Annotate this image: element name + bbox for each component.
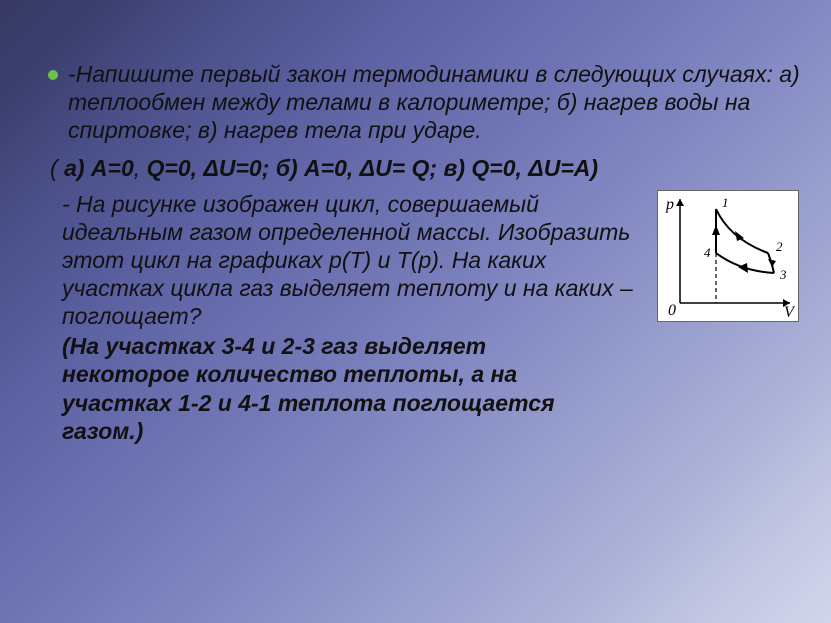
y-axis-label: p xyxy=(665,196,674,213)
arrow-4-1-icon xyxy=(712,225,720,235)
question-1: -Напишите первый закон термодинамики в с… xyxy=(68,60,801,144)
answer-1-sep: , xyxy=(134,155,147,181)
bullet-item-1: -Напишите первый закон термодинамики в с… xyxy=(48,60,801,144)
question-2: - На рисунке изображен цикл, совершаемый… xyxy=(62,190,657,330)
bullet-icon xyxy=(48,70,58,80)
point-label-3: 3 xyxy=(779,267,787,282)
answer-2: (На участках 3-4 и 2-3 газ выделяет неко… xyxy=(62,332,582,444)
arrow-3-4-icon xyxy=(738,263,748,273)
point-label-4: 4 xyxy=(704,245,711,260)
pv-diagram-svg: 1 2 3 4 p V 0 xyxy=(658,191,798,321)
answer-1: ( а) А=0, Q=0, ΔU=0; б) А=0, ΔU= Q; в) Q… xyxy=(50,154,801,182)
y-axis-arrow-icon xyxy=(676,199,684,206)
point-label-1: 1 xyxy=(722,195,729,210)
arrow-2-3-icon xyxy=(768,259,776,267)
origin-label: 0 xyxy=(668,302,676,319)
x-axis-label: V xyxy=(784,304,796,321)
slide-content: -Напишите первый закон термодинамики в с… xyxy=(48,60,801,445)
row-question-2: - На рисунке изображен цикл, совершаемый… xyxy=(48,190,801,330)
answer-1-a: а) А=0 xyxy=(64,155,134,181)
point-label-2: 2 xyxy=(776,239,783,254)
answer-1-open: ( xyxy=(50,155,64,181)
answer-1-rest: Q=0, ΔU=0; б) А=0, ΔU= Q; в) Q=0, ΔU=А) xyxy=(147,155,599,181)
pv-diagram: 1 2 3 4 p V 0 xyxy=(657,190,799,322)
curve-1-2 xyxy=(716,209,768,253)
